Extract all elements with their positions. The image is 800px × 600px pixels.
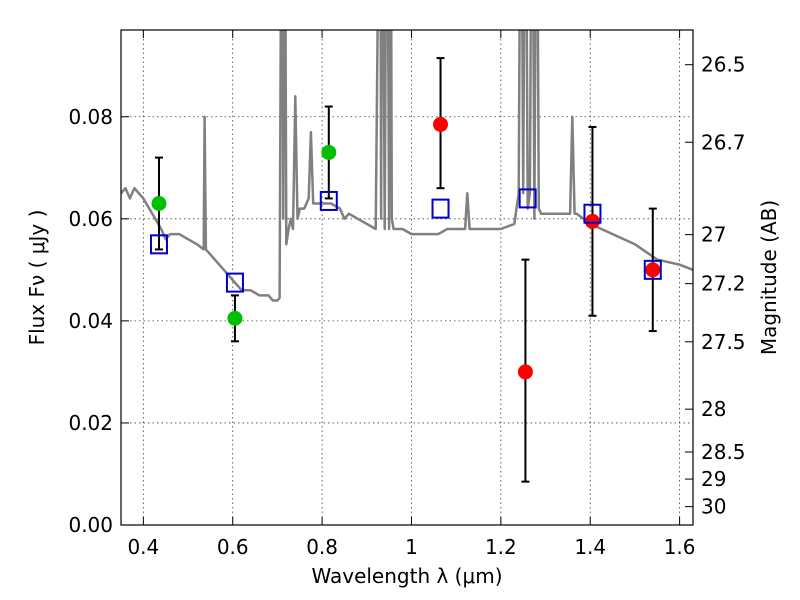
data-layer — [121, 30, 693, 483]
y-tick-label: 0.04 — [68, 309, 113, 333]
green-data-point — [227, 310, 243, 326]
green-data-point — [151, 196, 167, 212]
red-data-point — [433, 116, 449, 132]
x-axis-label: Wavelength λ (μm) — [311, 564, 502, 588]
model-square-point — [431, 198, 450, 219]
y-tick-label: 0.06 — [68, 207, 113, 231]
y-axis-label: Flux Fν ( μJy ) — [25, 210, 49, 346]
x-tick-label: 1 — [405, 535, 418, 559]
x-tick-label: 1.6 — [664, 535, 696, 559]
spectrum-line — [121, 30, 693, 302]
x-tick-label: 1.2 — [485, 535, 517, 559]
red-data-point — [645, 262, 661, 278]
x-tick-label: 0.4 — [127, 535, 159, 559]
red-data-point — [584, 213, 600, 229]
y2-tick-label: 27 — [701, 223, 726, 247]
x-tick-label: 0.8 — [306, 535, 338, 559]
x-tick-label: 1.4 — [574, 535, 606, 559]
y-tick-label: 0.00 — [68, 513, 113, 537]
y2-tick-label: 30 — [701, 495, 726, 519]
model-square-point — [225, 272, 244, 293]
y2-tick-label: 26.5 — [701, 53, 746, 77]
x-tick-label: 0.6 — [217, 535, 249, 559]
axes: 0.4 0.6 0.8 1 1.2 1.4 1.6 0.00 0.02 0.04 0.06 0.08 2… — [68, 30, 746, 559]
y-tick-label: 0.02 — [68, 411, 113, 435]
plot-frame — [120, 29, 694, 526]
y2-tick-label: 28 — [701, 397, 726, 421]
model-square-point — [518, 188, 537, 209]
y2-tick-label: 27.2 — [701, 272, 746, 296]
model-square-point — [149, 234, 168, 255]
model-square-point — [643, 259, 662, 280]
y2-axis-label: Magnitude (AB) — [757, 200, 781, 355]
y2-tick-label: 29 — [701, 467, 726, 491]
model-square-point — [583, 203, 602, 224]
red-data-point — [517, 364, 533, 380]
model-square-point — [319, 190, 338, 211]
green-data-point — [321, 144, 337, 160]
grid — [121, 30, 693, 526]
y2-tick-label: 27.5 — [701, 330, 746, 354]
y-tick-label: 0.08 — [68, 105, 113, 129]
y2-tick-label: 26.7 — [701, 130, 746, 154]
y2-tick-label: 28.5 — [701, 440, 746, 464]
